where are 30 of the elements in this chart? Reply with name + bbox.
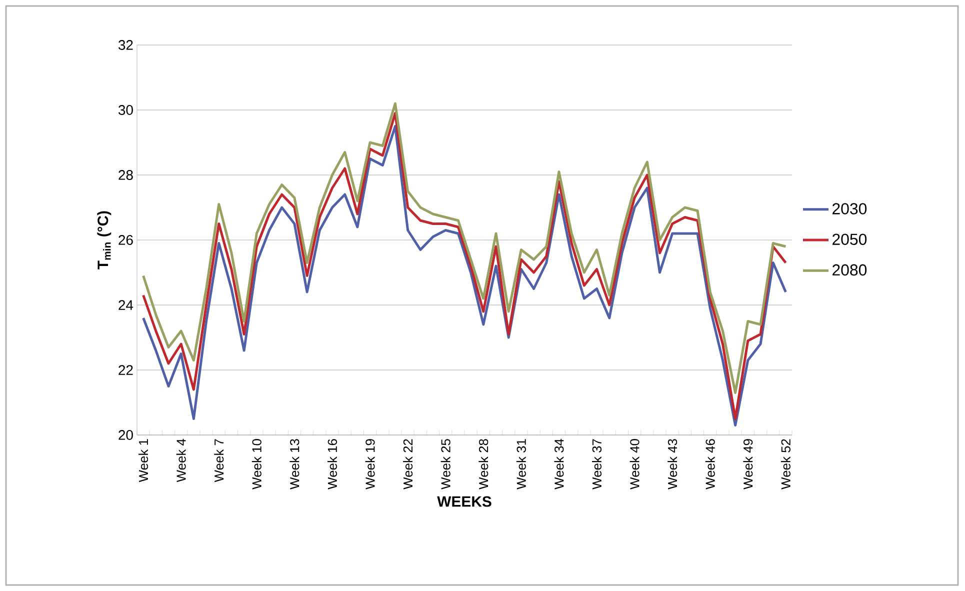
x-tick-label: Week 37 <box>592 439 602 490</box>
y-tick-label: 30 <box>118 105 133 115</box>
x-tick-label: Week 7 <box>214 439 224 482</box>
text: T$_{min}$ (°C) <box>97 211 112 270</box>
x-tick-label: Week 4 <box>176 438 186 482</box>
x-tick-label: Week 25 <box>440 439 450 490</box>
y-tick-label: 26 <box>118 235 133 245</box>
y-tick-label: 28 <box>118 170 133 180</box>
x-tick-label: Week 49 <box>743 439 753 490</box>
x-tick-label: Week 22 <box>403 439 413 490</box>
x-tick-label: Week 13 <box>290 439 300 490</box>
x-tick-label: Week 43 <box>668 439 678 490</box>
x-tick-label: Week 10 <box>252 439 262 490</box>
x-axis-title: WEEKS <box>437 496 492 507</box>
y-tick-label: 32 <box>118 40 133 50</box>
x-tick-label: Week 46 <box>705 439 715 490</box>
x-tick-label: Week 40 <box>630 439 640 490</box>
x-tick-label: Week 1 <box>138 439 148 482</box>
x-tick-label: Week 34 <box>554 438 564 490</box>
y-tick-label: 20 <box>118 430 133 440</box>
x-tick-label: Week 28 <box>478 439 488 490</box>
x-tick-label: Week 31 <box>516 439 526 490</box>
x-tick-label: Week 52 <box>780 439 790 490</box>
y-tick-label: 24 <box>118 300 134 310</box>
x-tick-label: Week 19 <box>365 439 375 490</box>
y-tick-label: 22 <box>118 365 133 375</box>
legend-label: 2050 <box>832 234 867 245</box>
legend-label: 2030 <box>832 203 867 214</box>
legend-label: 2080 <box>832 264 867 276</box>
x-tick-label: Week 16 <box>327 439 337 490</box>
